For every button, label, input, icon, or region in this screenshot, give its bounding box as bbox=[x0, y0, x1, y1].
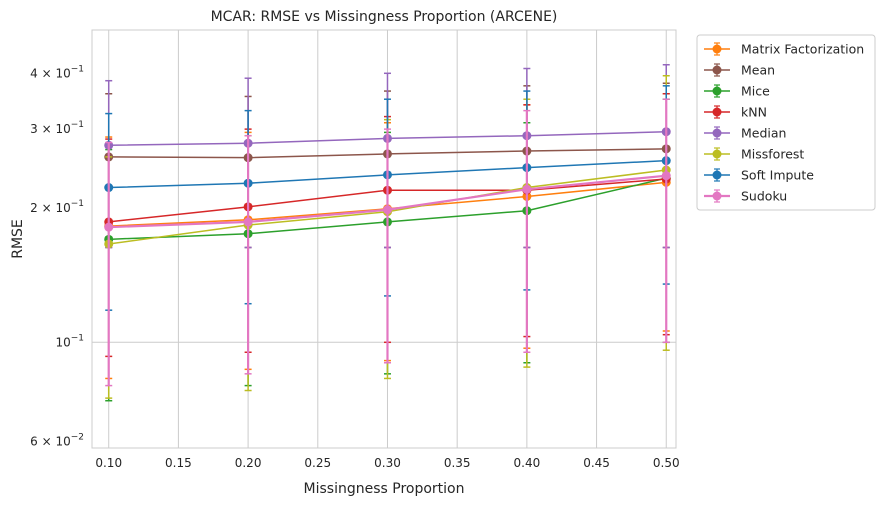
legend-label: Sudoku bbox=[741, 189, 787, 204]
data-point bbox=[522, 184, 532, 194]
plot-area bbox=[92, 30, 676, 448]
legend-label: Mean bbox=[741, 63, 775, 78]
y-tick-label: 6 × 10−2 bbox=[30, 432, 84, 448]
legend-marker bbox=[712, 149, 722, 159]
y-tick-label: 10−1 bbox=[55, 333, 84, 349]
x-tick-label: 0.25 bbox=[304, 456, 331, 470]
x-tick-label: 0.40 bbox=[514, 456, 541, 470]
x-tick-label: 0.15 bbox=[165, 456, 192, 470]
x-tick-label: 0.45 bbox=[583, 456, 610, 470]
legend-item: Mean bbox=[704, 63, 775, 78]
y-tick-exponent: −1 bbox=[71, 64, 84, 74]
legend-label: Soft Impute bbox=[741, 168, 814, 183]
y-tick-labels: 6 × 10−210−12 × 10−13 × 10−14 × 10−1 bbox=[30, 64, 84, 448]
legend-frame bbox=[696, 34, 876, 211]
y-tick-exponent: −1 bbox=[71, 120, 84, 130]
legend-label: Matrix Factorization bbox=[741, 42, 864, 57]
x-axis-label: Missingness Proportion bbox=[304, 481, 465, 497]
legend-label: Missforest bbox=[741, 147, 804, 162]
y-axis-label: RMSE bbox=[10, 219, 26, 259]
legend-marker bbox=[712, 107, 722, 117]
legend: Matrix Factorization Mean Mice kNN Median Mis… bbox=[696, 34, 876, 211]
y-tick-base: 3 × 10 bbox=[30, 122, 71, 136]
x-tick-label: 0.10 bbox=[95, 456, 122, 470]
legend-marker bbox=[712, 86, 722, 96]
legend-item: Median bbox=[704, 126, 786, 141]
y-tick-base: 2 × 10 bbox=[30, 201, 71, 215]
y-tick-label: 2 × 10−1 bbox=[30, 199, 84, 215]
legend-item: Mice bbox=[704, 84, 770, 99]
x-tick-label: 0.35 bbox=[444, 456, 471, 470]
legend-item: Missforest bbox=[704, 147, 804, 162]
legend-label: Mice bbox=[741, 84, 770, 99]
series-layer bbox=[104, 64, 671, 402]
y-tick-exponent: −1 bbox=[71, 199, 84, 209]
data-point bbox=[243, 217, 253, 227]
legend-marker bbox=[712, 65, 722, 75]
legend-item: kNN bbox=[704, 105, 767, 120]
x-tick-label: 0.50 bbox=[653, 456, 680, 470]
y-tick-base: 6 × 10 bbox=[30, 434, 71, 448]
legend-marker bbox=[712, 44, 722, 54]
legend-label: Median bbox=[741, 126, 786, 141]
y-tick-exponent: −1 bbox=[71, 333, 84, 343]
y-tick-label: 4 × 10−1 bbox=[30, 64, 84, 80]
plot-frame bbox=[91, 29, 677, 449]
x-tick-label: 0.20 bbox=[235, 456, 262, 470]
y-tick-base: 4 × 10 bbox=[30, 66, 71, 80]
legend-item: Soft Impute bbox=[704, 168, 814, 183]
data-point bbox=[104, 222, 114, 232]
chart-title: MCAR: RMSE vs Missingness Proportion (AR… bbox=[211, 9, 558, 25]
legend-marker bbox=[712, 128, 722, 138]
x-tick-labels: 0.10 0.15 0.20 0.25 0.30 0.35 0.40 0.45 0.50 bbox=[95, 456, 679, 470]
legend-marker bbox=[712, 170, 722, 180]
legend-label: kNN bbox=[741, 105, 767, 120]
series-sudoku bbox=[104, 98, 671, 387]
y-tick-base: 10 bbox=[55, 335, 70, 349]
legend-item: Matrix Factorization bbox=[704, 42, 864, 57]
x-tick-label: 0.30 bbox=[374, 456, 401, 470]
legend-item: Sudoku bbox=[704, 189, 787, 204]
data-point bbox=[382, 205, 392, 215]
y-tick-label: 3 × 10−1 bbox=[30, 120, 84, 136]
data-point bbox=[661, 171, 671, 181]
legend-marker bbox=[712, 191, 722, 201]
y-tick-exponent: −2 bbox=[71, 432, 84, 442]
